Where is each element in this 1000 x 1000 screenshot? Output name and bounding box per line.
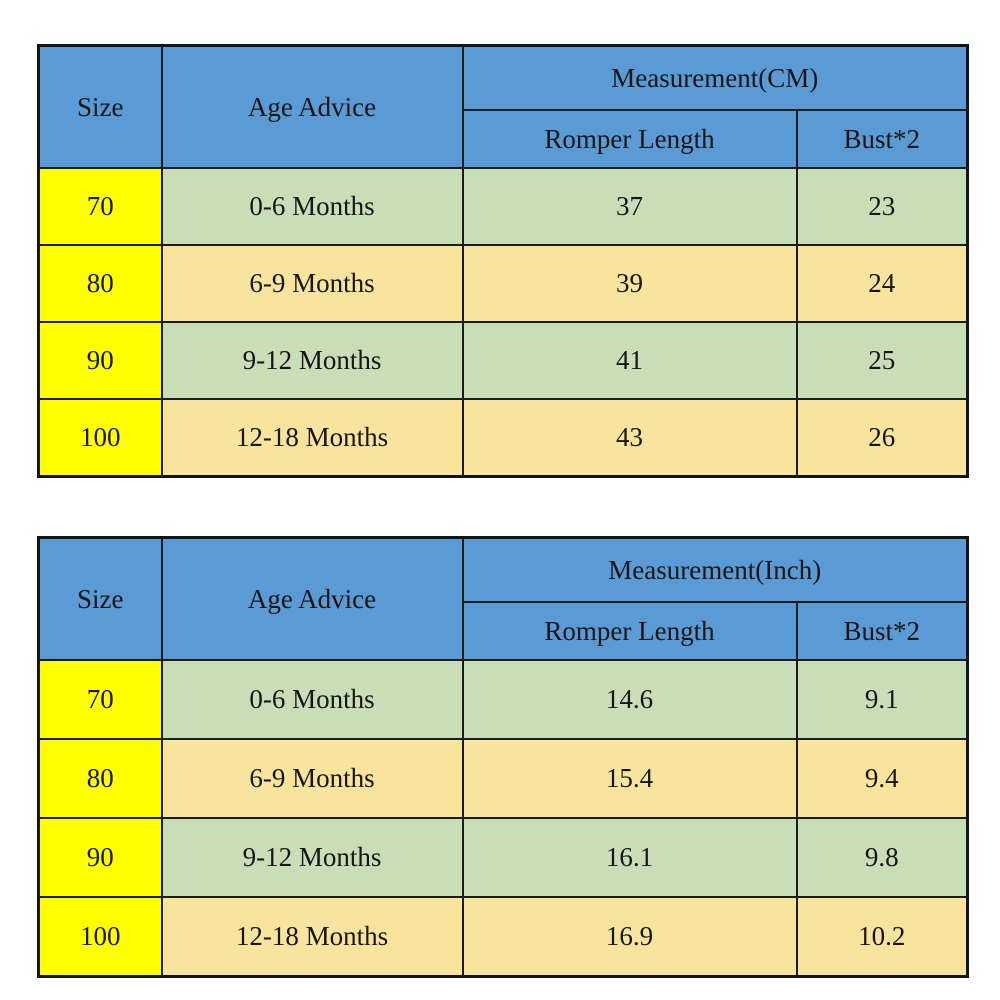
inch-row-80: 80 6-9 Months 15.4 9.4 xyxy=(37,738,969,819)
bust-cell: 26 xyxy=(795,398,969,478)
inch-header-size: Size xyxy=(37,536,163,661)
romper-length-cell: 16.1 xyxy=(461,817,798,898)
cm-row-80: 80 6-9 Months 39 24 xyxy=(37,244,969,323)
inch-row-90: 90 9-12 Months 16.1 9.8 xyxy=(37,817,969,898)
inch-row-70: 70 0-6 Months 14.6 9.1 xyxy=(37,659,969,740)
cm-header-measurement: Measurement(CM) xyxy=(461,44,969,111)
inch-header-bust: Bust*2 xyxy=(795,601,969,661)
age-cell: 6-9 Months xyxy=(160,738,464,819)
size-chart-table-cm: Size Age Advice Measurement(CM) Romper L… xyxy=(37,44,970,478)
romper-length-cell: 41 xyxy=(461,321,798,400)
bust-cell: 9.8 xyxy=(795,817,969,898)
age-cell: 9-12 Months xyxy=(160,817,464,898)
romper-length-cell: 43 xyxy=(461,398,798,478)
size-cell: 70 xyxy=(37,167,163,246)
cm-row-90: 90 9-12 Months 41 25 xyxy=(37,321,969,400)
inch-header-measurement: Measurement(Inch) xyxy=(461,536,969,603)
romper-length-cell: 15.4 xyxy=(461,738,798,819)
romper-length-cell: 16.9 xyxy=(461,896,798,978)
inch-header-age-advice: Age Advice xyxy=(160,536,464,661)
cm-header-age-advice: Age Advice xyxy=(160,44,464,169)
size-cell: 100 xyxy=(37,398,163,478)
size-cell: 90 xyxy=(37,817,163,898)
bust-cell: 10.2 xyxy=(795,896,969,978)
size-cell: 80 xyxy=(37,738,163,819)
romper-length-cell: 14.6 xyxy=(461,659,798,740)
age-cell: 9-12 Months xyxy=(160,321,464,400)
cm-header-romper-length: Romper Length xyxy=(461,109,798,169)
inch-header-romper-length: Romper Length xyxy=(461,601,798,661)
cm-header-bust: Bust*2 xyxy=(795,109,969,169)
size-cell: 70 xyxy=(37,659,163,740)
bust-cell: 24 xyxy=(795,244,969,323)
inch-row-100: 100 12-18 Months 16.9 10.2 xyxy=(37,896,969,978)
size-cell: 90 xyxy=(37,321,163,400)
romper-length-cell: 37 xyxy=(461,167,798,246)
bust-cell: 25 xyxy=(795,321,969,400)
age-cell: 6-9 Months xyxy=(160,244,464,323)
bust-cell: 23 xyxy=(795,167,969,246)
bust-cell: 9.4 xyxy=(795,738,969,819)
cm-header-size: Size xyxy=(37,44,163,169)
size-cell: 100 xyxy=(37,896,163,978)
inch-header-row-sub: Romper Length Bust*2 xyxy=(39,601,969,661)
age-cell: 0-6 Months xyxy=(160,659,464,740)
age-cell: 12-18 Months xyxy=(160,896,464,978)
inch-header-row-top: Size Age Advice Measurement(Inch) xyxy=(37,536,969,661)
romper-length-cell: 39 xyxy=(461,244,798,323)
age-cell: 0-6 Months xyxy=(160,167,464,246)
size-cell: 80 xyxy=(37,244,163,323)
cm-header-row-top: Size Age Advice Measurement(CM) xyxy=(37,44,969,169)
cm-row-100: 100 12-18 Months 43 26 xyxy=(37,398,969,478)
cm-header-row-sub: Romper Length Bust*2 xyxy=(39,109,969,169)
cm-row-70: 70 0-6 Months 37 23 xyxy=(37,167,969,246)
size-chart-table-inch: Size Age Advice Measurement(Inch) Romper… xyxy=(37,536,969,978)
age-cell: 12-18 Months xyxy=(160,398,464,478)
bust-cell: 9.1 xyxy=(795,659,969,740)
